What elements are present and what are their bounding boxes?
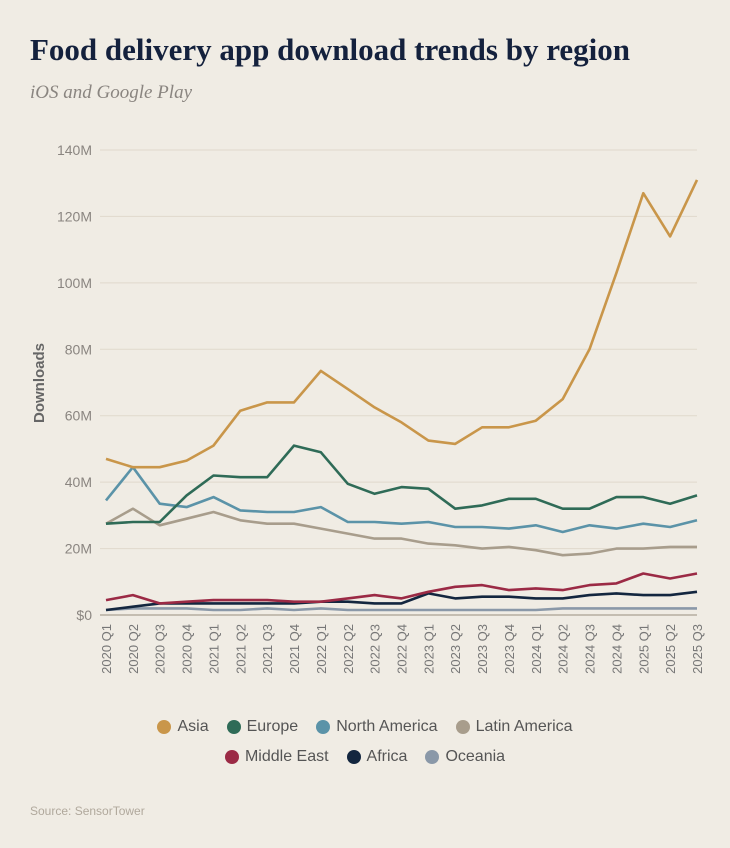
x-tick-label: 2022 Q2 [341,624,356,674]
y-axis-label: Downloads [31,343,48,423]
chart-subtitle: iOS and Google Play [30,82,193,103]
x-tick-label: 2022 Q4 [395,624,410,674]
y-tick-label: 20M [65,541,92,557]
x-tick-label: 2021 Q2 [233,624,248,674]
legend-label: Africa [366,748,408,765]
y-tick-label: 140M [57,142,92,158]
x-tick-label: 2023 Q3 [475,624,490,674]
legend-swatch-icon [455,720,470,734]
legend-swatch-icon [224,750,239,764]
y-tick-label: 100M [57,275,92,291]
x-tick-label: 2024 Q4 [609,624,624,674]
x-tick-label: 2020 Q3 [153,624,168,674]
legend-swatch-icon [226,720,241,734]
legend-item: North America [316,718,438,736]
y-tick-label: 80M [65,341,92,357]
series-line-north-america [104,465,698,534]
chart-title: Food delivery app download trends by reg… [30,32,631,67]
series-line-asia [105,179,699,469]
x-tick-label: 2023 Q2 [448,624,463,674]
legend-item: Middle East [224,748,329,766]
x-tick-label: 2023 Q1 [421,624,436,674]
x-tick-label: 2025 Q3 [690,624,705,674]
x-tick-label: 2021 Q1 [206,624,221,674]
series-line-middle-east [105,572,698,605]
legend-item: Africa [346,748,408,766]
x-tick-label: 2020 Q1 [99,624,114,674]
x-tick-label: 2025 Q2 [663,624,678,674]
legend-label: Oceania [445,748,506,765]
legend-row-2: Middle East Africa Oceania [0,748,730,766]
x-tick-label: 2022 Q1 [314,624,329,674]
x-tick-label: 2024 Q1 [529,624,544,674]
legend-item: Latin America [455,718,573,736]
legend-swatch-icon [346,750,361,764]
source-note: Source: SensorTower [30,804,145,818]
y-tick-label: 40M [65,474,92,490]
legend-swatch-icon [425,750,440,764]
x-tick-label: 2021 Q3 [260,624,275,674]
legend-item: Oceania [425,748,505,766]
legend-label: North America [336,718,438,735]
legend-swatch-icon [316,720,331,734]
x-tick-label: 2024 Q2 [556,624,571,674]
legend-swatch-icon [157,720,172,734]
x-tick-label: 2022 Q3 [368,624,383,674]
y-tick-label: 120M [57,208,92,224]
y-tick-label: 60M [65,408,92,424]
legend-item: Europe [226,718,299,736]
legend-row-1: Asia Europe North America Latin America [0,718,730,736]
legend-item: Asia [157,718,209,736]
legend-label: Asia [177,718,209,735]
x-tick-label: 2021 Q4 [287,624,302,674]
x-tick-label: 2023 Q4 [502,624,517,674]
x-tick-label: 2025 Q1 [636,624,651,674]
x-tick-label: 2020 Q2 [126,624,141,674]
legend-label: Middle East [244,748,329,765]
legend-label: Europe [246,718,299,735]
line-chart: $0 20M 40M 60M 80M 100M 120M 140M Downloads 2020 … [31,142,705,674]
y-tick-label: $0 [76,607,92,623]
legend-label: Latin America [475,718,573,735]
series-line-africa [105,590,698,612]
series-line-oceania [105,607,697,612]
x-tick-label: 2024 Q3 [583,624,598,674]
series-line-latin-america [105,507,697,557]
series-line-europe [105,444,698,525]
x-tick-label: 2020 Q4 [180,624,195,674]
